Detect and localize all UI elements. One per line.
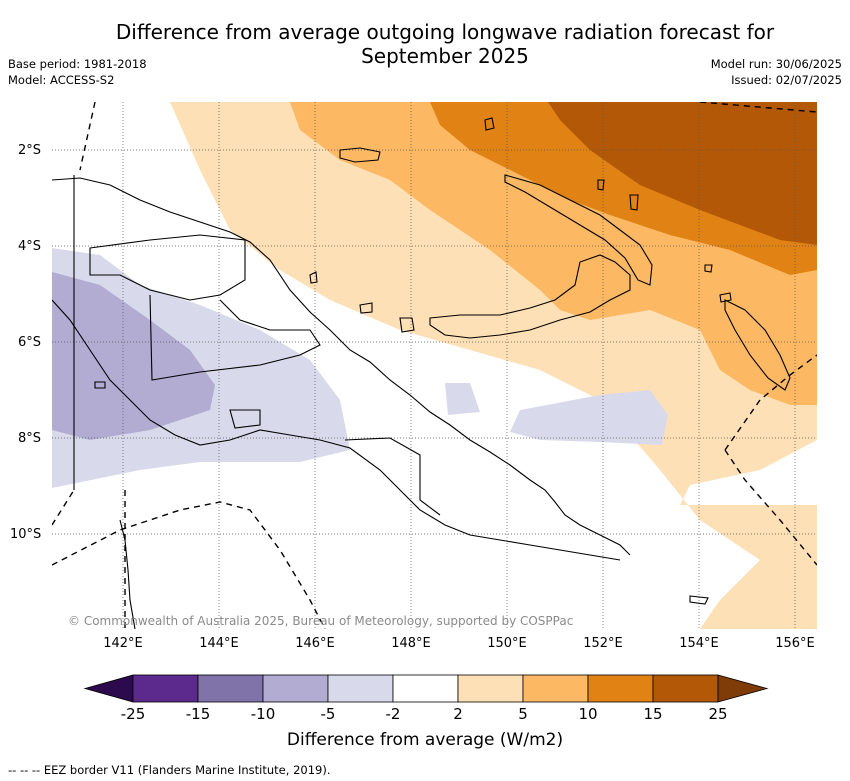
base-period: Base period: 1981-2018	[8, 57, 147, 71]
model-run: Model run: 30/06/2025	[710, 57, 842, 71]
colorbar-tick: -15	[185, 705, 211, 723]
colorbar-tick: -25	[120, 705, 146, 723]
issued-date: Issued: 02/07/2025	[731, 73, 842, 87]
colorbar-segment	[457, 674, 524, 703]
lon-label-154e: 154°E	[679, 636, 719, 651]
colorbar-extend-low	[83, 674, 134, 703]
colorbar-tick: -5	[320, 705, 336, 723]
lon-label-152e: 152°E	[583, 636, 623, 651]
anomaly-minus5-minus2-southeast	[510, 390, 668, 445]
lat-label-10s: 10°S	[10, 527, 42, 542]
lon-label-148e: 148°E	[391, 636, 431, 651]
colorbar-tick: -10	[250, 705, 276, 723]
colorbar-tick: 2	[453, 705, 463, 723]
colorbar-tick: 15	[643, 705, 663, 723]
copyright-notice: © Commonwealth of Australia 2025, Bureau…	[68, 614, 574, 628]
coastlines	[52, 117, 791, 629]
lat-label-2s: 2°S	[18, 143, 42, 158]
anomaly-field	[52, 102, 817, 629]
colorbar-segment	[652, 674, 719, 703]
colorbar-segment	[262, 674, 329, 703]
model-name: Model: ACCESS-S2	[8, 73, 115, 87]
lat-label-8s: 8°S	[18, 431, 42, 446]
anomaly-minus10-minus5	[52, 272, 215, 440]
colorbar-tick: -2	[385, 705, 401, 723]
lat-label-4s: 4°S	[18, 239, 42, 254]
lon-label-150e: 150°E	[487, 636, 527, 651]
colorbar-tick: 10	[578, 705, 598, 723]
lon-label-142e: 142°E	[103, 636, 143, 651]
colorbar-segment	[522, 674, 589, 703]
colorbar-label: Difference from average (W/m2)	[286, 730, 564, 750]
anomaly-minus5-minus2-east	[445, 383, 480, 415]
colorbar-segment	[392, 674, 459, 703]
eez-borders	[52, 102, 817, 629]
eez-footnote: -- -- -- EEZ border V11 (Flanders Marine…	[8, 763, 331, 777]
lat-label-6s: 6°S	[18, 335, 42, 350]
lon-label-156e: 156°E	[775, 636, 815, 651]
lon-label-146e: 146°E	[295, 636, 335, 651]
colorbar-tick: 25	[708, 705, 728, 723]
colorbar-segment	[327, 674, 394, 703]
colorbar-tick: 5	[518, 705, 528, 723]
colorbar-extend-high	[717, 674, 769, 703]
lon-label-144e: 144°E	[199, 636, 239, 651]
colorbar-segment	[587, 674, 654, 703]
metadata-right: Model run: 30/06/2025 Issued: 02/07/2025	[711, 56, 842, 88]
title-line-1: Difference from average outgoing longwav…	[115, 20, 775, 44]
colorbar-segment	[197, 674, 264, 703]
title-line-2: September 2025	[361, 44, 529, 68]
map-title: Difference from average outgoing longwav…	[60, 20, 830, 68]
anomaly-15-25	[548, 102, 817, 245]
metadata-left: Base period: 1981-2018 Model: ACCESS-S2	[8, 56, 147, 88]
colorbar-segment	[132, 674, 199, 703]
